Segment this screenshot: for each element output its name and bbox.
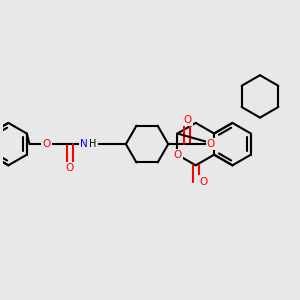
Text: O: O bbox=[183, 115, 191, 125]
Text: N: N bbox=[80, 139, 88, 149]
Text: O: O bbox=[42, 139, 50, 149]
Text: O: O bbox=[199, 176, 207, 187]
Text: O: O bbox=[66, 163, 74, 173]
Text: H: H bbox=[89, 139, 97, 149]
Text: O: O bbox=[173, 150, 182, 160]
Text: O: O bbox=[207, 139, 215, 149]
